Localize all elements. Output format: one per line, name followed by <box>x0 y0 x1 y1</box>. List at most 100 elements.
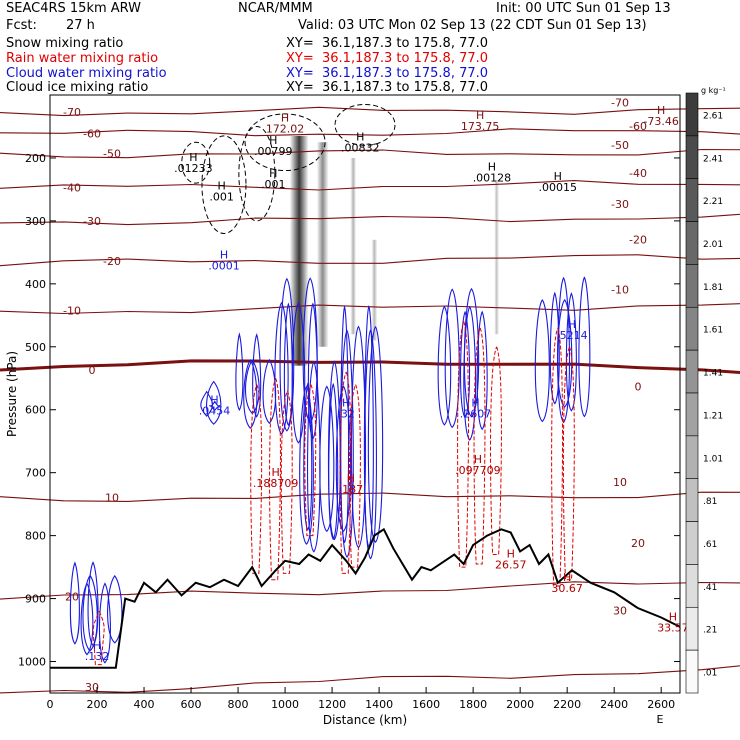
fcst-value: 27 h <box>66 18 95 33</box>
rain-water-contour <box>92 610 105 666</box>
cloud-water-max-value: .0454 <box>199 404 231 417</box>
isotherm-line <box>0 254 740 267</box>
snow-shading-column <box>350 157 357 335</box>
colorbar-label: 1.81 <box>703 283 723 293</box>
cloud-water-max-marker: H <box>342 397 350 410</box>
rain-max-value: 33.57 <box>657 622 689 635</box>
isotherm-label: -70 <box>611 96 629 109</box>
rain-max-marker: H <box>563 571 571 584</box>
y-tick-label: 400 <box>25 278 46 291</box>
y-axis-label: Pressure (hPa) <box>5 351 19 437</box>
x-tick-label: 200 <box>87 698 108 711</box>
cloud-water-contour <box>299 385 314 545</box>
isotherm-label: 30 <box>85 681 99 694</box>
colorbar-swatch <box>685 178 699 222</box>
snow-mixing-contour <box>181 141 211 184</box>
isotherm-line <box>0 148 740 159</box>
colorbar-swatch <box>685 392 699 437</box>
field-xy-snow: XY= 36.1,187.3 to 175.8, 77.0 <box>286 36 489 51</box>
isotherm-line <box>0 213 740 226</box>
rain-water-contour <box>304 384 317 537</box>
snow-max-value: .00799 <box>254 145 293 158</box>
cloud-water-max-marker: H <box>93 639 101 652</box>
cloud-water-contour <box>534 299 550 423</box>
isotherm-label: -20 <box>629 234 647 247</box>
x-tick-label: 600 <box>181 698 202 711</box>
ice-max-value: 173.75 <box>461 120 500 133</box>
isotherm-line <box>0 180 740 191</box>
ice-max-marker: H <box>281 111 289 124</box>
rain-water-contour <box>551 327 564 587</box>
rain-water-contour <box>269 378 281 581</box>
rain-max-value: .097709 <box>455 464 501 477</box>
colorbar-label: 2.61 <box>703 111 723 121</box>
colorbar-label: .21 <box>703 626 717 636</box>
x-tick-label: 0 <box>47 698 54 711</box>
isotherm-line <box>0 359 740 374</box>
cloud-water-contour <box>243 359 258 429</box>
snow-shading-column <box>289 135 309 366</box>
rain-max-marker: H <box>669 611 677 624</box>
cloud-water-contour <box>303 382 313 531</box>
cloud-water-contour <box>279 277 295 432</box>
x-tick-label: 2200 <box>553 698 581 711</box>
isotherm-line <box>0 128 740 137</box>
isotherm-label: -70 <box>63 106 81 119</box>
isotherm-label: 20 <box>65 590 79 603</box>
ice-max-value: 172.02 <box>266 122 305 135</box>
cloud-water-contour <box>107 574 123 644</box>
ice-max-marker: H <box>476 109 484 122</box>
cloud-water-max-value: .32 <box>337 408 355 421</box>
colorbar-label: 2.41 <box>703 154 723 164</box>
colorbar-swatch <box>685 92 699 137</box>
cloud-water-contour <box>556 298 573 408</box>
field-xy-rain: XY= 36.1,187.3 to 175.8, 77.0 <box>286 51 489 66</box>
colorbar-swatch <box>685 435 699 480</box>
cloud-water-contour <box>367 325 384 543</box>
rain-max-value: .187 <box>339 483 364 496</box>
colorbar-label: .81 <box>703 497 717 507</box>
rain-water-contour <box>348 384 361 568</box>
snow-max-marker: H <box>356 130 364 143</box>
colorbar-label: 1.41 <box>703 369 723 379</box>
colorbar-unit: g kg⁻¹ <box>701 86 726 95</box>
snow-max-marker: H <box>554 170 562 183</box>
ice-max-value: -73.46 <box>643 115 678 128</box>
valid-time: Valid: 03 UTC Mon 02 Sep 13 (22 CDT Sun … <box>298 18 647 33</box>
snow-max-value: .01233 <box>174 162 213 175</box>
x-tick-label: 400 <box>134 698 155 711</box>
isotherm-label: 20 <box>631 537 645 550</box>
rain-max-value: 30.67 <box>551 582 583 595</box>
snow-max-marker: H <box>269 134 277 147</box>
ice-max-marker: H <box>657 104 665 117</box>
snow-max-value: .00128 <box>473 172 512 185</box>
x-tick-label: 2000 <box>506 698 534 711</box>
isotherm-label: -60 <box>83 127 101 140</box>
isotherm-line <box>0 106 740 117</box>
cloud-water-contour <box>274 301 289 435</box>
rain-max-marker: H <box>507 548 515 561</box>
colorbar-label: 1.61 <box>703 326 723 336</box>
field-name-rain: Rain water mixing ratio <box>6 51 159 66</box>
rain-max-value: .188709 <box>253 477 299 490</box>
isotherm-label: -30 <box>611 198 629 211</box>
rain-max-value: 26.57 <box>495 559 527 572</box>
x-axis-label: Distance (km) <box>323 713 407 727</box>
isotherm-label: -10 <box>611 283 629 296</box>
colorbar-label: .61 <box>703 540 717 550</box>
cloud-water-contour <box>235 332 244 411</box>
cloud-water-contour <box>302 277 318 424</box>
isotherm-label: 0 <box>89 364 96 377</box>
cloud-water-contour <box>565 292 577 412</box>
snow-max-marker: H <box>269 167 277 180</box>
model-title: SEAC4RS 15km ARW <box>6 1 142 16</box>
colorbar-swatch <box>685 606 699 651</box>
snow-mixing-contour <box>201 135 247 234</box>
colorbar-label: 1.01 <box>703 454 723 464</box>
cloud-water-contour <box>206 380 222 425</box>
x-tick-label: 1000 <box>271 698 299 711</box>
cloud-water-max-value: .0001 <box>208 260 240 273</box>
colorbar-label: 2.01 <box>703 240 723 250</box>
snow-mixing-contour <box>238 125 276 222</box>
colorbar-label: 2.21 <box>703 197 723 207</box>
